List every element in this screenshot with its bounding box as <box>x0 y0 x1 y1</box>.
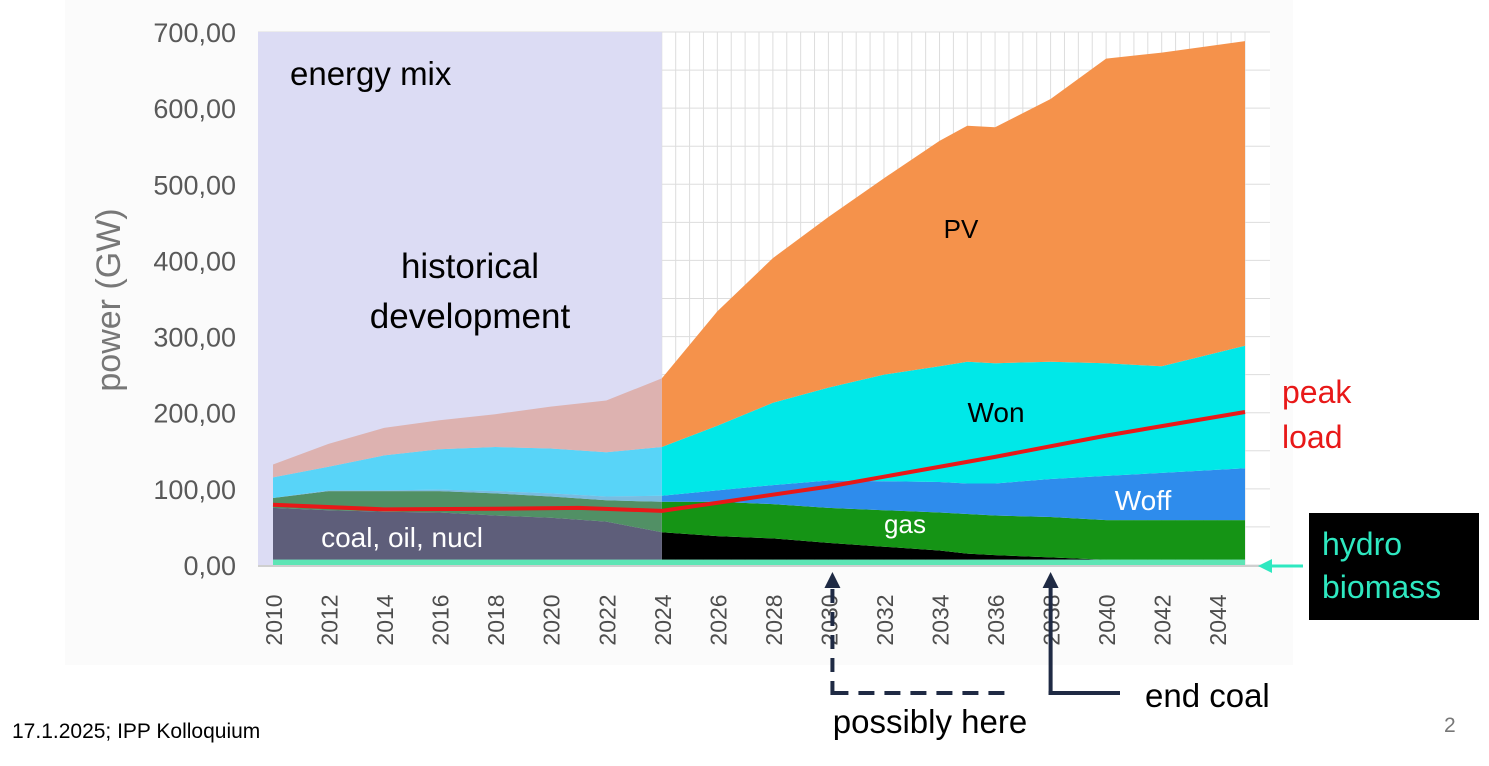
y-tick-label: 500,00 <box>153 170 236 200</box>
chart-text-labels: power (GW) energy mix historical develop… <box>90 55 1479 740</box>
y-tick-label: 400,00 <box>153 246 236 276</box>
timeline-markers <box>824 559 1303 695</box>
x-tick-label: 2014 <box>372 594 398 645</box>
hydro-biomass-band <box>273 559 1245 565</box>
x-tick-label: 2024 <box>650 594 676 645</box>
y-tick-label: 200,00 <box>153 399 236 429</box>
slide-footer: 17.1.2025; IPP Kolloquium <box>12 720 261 743</box>
y-tick-label: 300,00 <box>153 323 236 353</box>
peak-load-line <box>272 410 1246 513</box>
x-tick-label: 2026 <box>705 594 731 645</box>
peak-load-series-line <box>272 410 1246 513</box>
end-coal-arrow-head <box>1042 572 1059 588</box>
area-hist-coal-oil-nucl <box>273 507 662 560</box>
possibly-here-arrow-head <box>824 572 841 588</box>
pv-series-label: PV <box>944 214 979 244</box>
area-gas <box>661 501 1245 560</box>
historical-label-line1: historical <box>401 247 539 286</box>
x-tick-label: 2012 <box>317 594 343 645</box>
x-tick-label: 2028 <box>761 594 787 645</box>
won-series-label: Won <box>967 397 1024 428</box>
woff-series-label: Woff <box>1115 485 1172 516</box>
x-tick-label: 2042 <box>1150 594 1176 645</box>
chart-title: energy mix <box>290 55 452 92</box>
stacked-areas <box>273 41 1245 560</box>
area-hist-gas <box>273 491 662 533</box>
area-woff <box>661 468 1245 521</box>
page-number: 2 <box>1444 714 1456 737</box>
area-coal-oil-nucl <box>661 532 1245 560</box>
x-tick-label: 2030 <box>816 594 842 645</box>
area-won <box>661 345 1245 496</box>
x-tick-label: 2032 <box>872 594 898 645</box>
hydro-label-line2: biomass <box>1322 569 1441 605</box>
y-tick-label: 700,00 <box>153 18 236 48</box>
area-hist-pv <box>273 378 662 478</box>
x-tick-label: 2016 <box>428 594 454 645</box>
historical-label-line2: development <box>370 297 571 336</box>
end-coal-label: end coal <box>1145 677 1270 714</box>
hydro-biomass-area <box>273 559 1245 565</box>
y-tick-label: 100,00 <box>153 475 236 505</box>
y-tick-label: 600,00 <box>153 94 236 124</box>
x-tick-label: 2036 <box>983 594 1009 645</box>
peak-load-label-line1: peak <box>1282 374 1352 410</box>
area-hist-won <box>273 447 662 498</box>
x-tick-label: 2034 <box>928 594 954 645</box>
coal-series-label: coal, oil, nucl <box>321 522 483 553</box>
possibly-here-label: possibly here <box>833 703 1027 740</box>
hydro-biomass-box <box>1309 513 1479 620</box>
x-tick-label: 2020 <box>539 594 565 645</box>
hydro-label-line1: hydro <box>1322 526 1402 562</box>
x-tick-label: 2018 <box>483 594 509 645</box>
y-tick-label: 0,00 <box>183 551 236 581</box>
area-pv <box>661 41 1245 447</box>
x-tick-label: 2040 <box>1094 594 1120 645</box>
peak-load-label-line2: load <box>1282 419 1343 455</box>
y-axis-label: power (GW) <box>90 208 128 391</box>
chart-axes: 0,00 100,00 200,00 300,00 400,00 500,00 600,00… <box>153 18 1270 646</box>
hydro-arrow-head <box>1258 559 1272 573</box>
x-tick-label: 2010 <box>261 594 287 645</box>
x-tick-label: 2022 <box>594 594 620 645</box>
area-hist-woff <box>273 489 662 502</box>
gas-series-label: gas <box>884 509 926 539</box>
x-tick-label: 2044 <box>1205 594 1231 645</box>
